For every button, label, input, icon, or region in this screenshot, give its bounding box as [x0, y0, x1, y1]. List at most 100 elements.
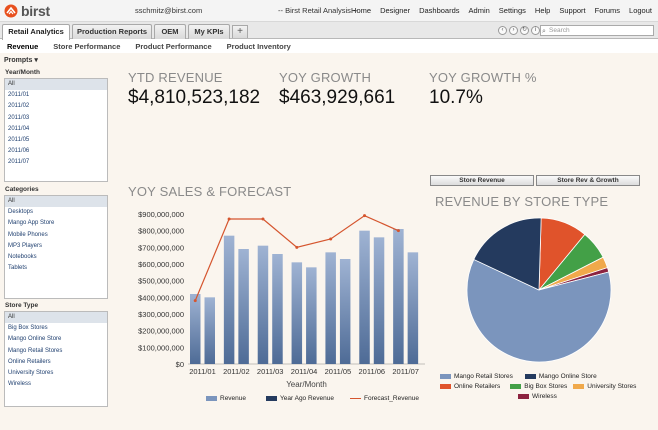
category-option[interactable]: Mobile Phones	[8, 231, 48, 238]
back-icon[interactable]: ‹	[498, 26, 507, 35]
tab-retail-analytics[interactable]: Retail Analytics	[2, 24, 70, 40]
category-option[interactable]: MP3 Players	[8, 242, 43, 249]
year-month-option[interactable]: 2011/03	[8, 114, 30, 121]
store-type-list[interactable]: All Big Box Stores Mango Online Store Ma…	[4, 311, 108, 407]
nav-help[interactable]: Help	[534, 6, 551, 15]
legend-swatch-mango-online	[524, 374, 536, 379]
app-title: -- Birst Retail Analysis --	[278, 6, 359, 15]
plus-icon: +	[237, 26, 243, 37]
year-month-option[interactable]: 2011/04	[8, 125, 30, 132]
store-type-option[interactable]: Online Retailers	[8, 358, 51, 365]
bar-year-ago-revenue[interactable]	[373, 237, 385, 364]
bar-year-ago-revenue[interactable]	[238, 249, 249, 364]
store-revenue-button[interactable]: Store Revenue	[430, 175, 534, 186]
x-tick-label: 2011/05	[325, 367, 352, 376]
birst-logo-icon	[4, 4, 18, 18]
category-option[interactable]: Desktops	[8, 209, 34, 216]
info-icon[interactable]: i	[531, 26, 540, 35]
x-tick-label: 2011/02	[223, 367, 250, 376]
store-rev-growth-button[interactable]: Store Rev & Growth	[536, 175, 640, 186]
y-tick-label: $700,000,000	[138, 243, 184, 252]
pie-slice[interactable]	[473, 217, 542, 291]
legend-swatch-mango-retail	[440, 374, 451, 379]
kpi-ytd-revenue-label: YTD REVENUE	[128, 70, 223, 85]
y-tick-label: $200,000,000	[138, 327, 184, 336]
categories-list[interactable]: All Desktops Mango App Store Mobile Phon…	[4, 195, 108, 299]
x-tick-label: 2011/06	[359, 367, 386, 376]
subtab-revenue[interactable]: Revenue	[7, 42, 39, 51]
pie-legend-row-1: Mango Retail Stores Mango Online Store	[440, 373, 597, 380]
category-option[interactable]: Mango App Store	[8, 220, 55, 227]
dashboard-nav-icons: ‹ › ↻ i	[498, 26, 540, 35]
refresh-icon[interactable]: ↻	[520, 26, 529, 35]
revenue-by-store-type-chart	[466, 217, 612, 363]
bar-revenue[interactable]	[257, 245, 269, 364]
year-month-option[interactable]: 2011/02	[8, 103, 30, 110]
legend-label-online-retailers: Online Retailers	[454, 383, 501, 390]
year-month-list[interactable]: All 2011/01 2011/02 2011/03 2011/04 2011…	[4, 78, 108, 182]
bar-revenue[interactable]	[190, 294, 201, 364]
tab-production-reports[interactable]: Production Reports	[72, 24, 152, 39]
store-type-option[interactable]: Big Box Stores	[8, 325, 48, 332]
category-option[interactable]: Notebooks	[8, 253, 37, 260]
year-month-option[interactable]: All	[5, 79, 107, 91]
point-forecast-revenue[interactable]	[227, 217, 231, 221]
nav-admin[interactable]: Admin	[468, 6, 490, 15]
point-forecast-revenue[interactable]	[363, 214, 367, 218]
point-forecast-revenue[interactable]	[193, 299, 197, 303]
store-type-option[interactable]: University Stores	[8, 369, 54, 376]
y-tick-label: $800,000,000	[138, 227, 184, 236]
pie-chart-title: REVENUE BY STORE TYPE	[435, 194, 609, 209]
nav-dashboards[interactable]: Dashboards	[419, 6, 460, 15]
tab-my-kpis[interactable]: My KPIs	[188, 24, 230, 39]
category-option[interactable]: Tablets	[8, 265, 28, 272]
y-tick-label: $400,000,000	[138, 293, 184, 302]
search-input[interactable]: ⌕ Search	[540, 25, 654, 36]
bar-revenue[interactable]	[325, 252, 336, 364]
store-type-option[interactable]: Wireless	[8, 381, 32, 388]
subtab-store-performance[interactable]: Store Performance	[53, 42, 121, 51]
subtab-product-inventory[interactable]: Product Inventory	[226, 42, 291, 51]
add-tab-button[interactable]: +	[232, 25, 248, 38]
birst-logo[interactable]: birst	[4, 3, 50, 19]
legend-label-university: University Stores	[587, 383, 637, 390]
year-month-option[interactable]: 2011/05	[8, 136, 30, 143]
nav-logout[interactable]: Logout	[629, 6, 652, 15]
bar-year-ago-revenue[interactable]	[306, 267, 317, 364]
point-forecast-revenue[interactable]	[396, 229, 400, 233]
store-type-option[interactable]: Mango Retail Stores	[8, 347, 63, 354]
prompts-toggle[interactable]: Prompts ▾	[4, 56, 38, 64]
year-month-option[interactable]: 2011/01	[8, 92, 30, 99]
point-forecast-revenue[interactable]	[329, 237, 333, 241]
nav-settings[interactable]: Settings	[498, 6, 526, 15]
bar-revenue[interactable]	[291, 262, 303, 364]
prompts-label: Prompts	[4, 57, 33, 64]
bar-year-ago-revenue[interactable]	[407, 252, 419, 364]
nav-designer[interactable]: Designer	[380, 6, 411, 15]
legend-swatch-forecast	[350, 398, 362, 399]
tab-oem[interactable]: OEM	[154, 24, 186, 39]
forward-icon[interactable]: ›	[509, 26, 518, 35]
kpi-yoy-growth-value: $463,929,661	[279, 87, 396, 108]
bar-revenue[interactable]	[393, 229, 404, 364]
year-month-label: Year/Month	[5, 69, 41, 76]
bar-year-ago-revenue[interactable]	[272, 254, 283, 364]
store-type-option[interactable]: Mango Online Store	[8, 336, 62, 343]
nav-support[interactable]: Support	[559, 6, 586, 15]
point-forecast-revenue[interactable]	[261, 217, 265, 221]
bar-revenue[interactable]	[359, 230, 370, 364]
store-type-option[interactable]: All	[5, 312, 107, 324]
year-month-option[interactable]: 2011/06	[8, 148, 30, 155]
subtab-product-performance[interactable]: Product Performance	[135, 42, 212, 51]
bar-year-ago-revenue[interactable]	[339, 259, 351, 364]
year-month-option[interactable]: 2011/07	[8, 159, 30, 166]
nav-forums[interactable]: Forums	[594, 6, 621, 15]
category-option[interactable]: All	[5, 196, 107, 208]
legend-swatch-revenue	[206, 396, 217, 401]
bar-year-ago-revenue[interactable]	[204, 297, 216, 364]
point-forecast-revenue[interactable]	[295, 245, 299, 249]
legend-swatch-online-retailers	[440, 384, 451, 389]
pie-slice[interactable]	[466, 258, 612, 363]
nav-home[interactable]: Home	[351, 6, 372, 15]
bar-revenue[interactable]	[223, 235, 235, 364]
